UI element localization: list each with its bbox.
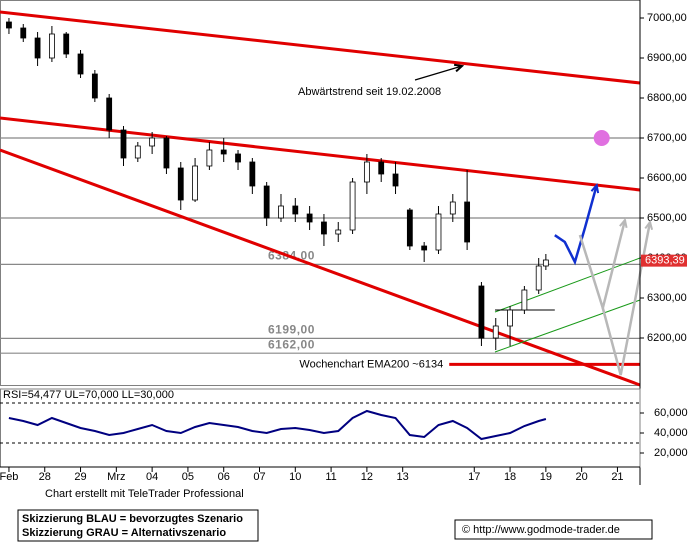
x-tick-label: 13 (397, 471, 409, 483)
candle-body (421, 245, 428, 251)
x-tick-label: Feb (0, 471, 18, 483)
last-price-label: 6393,39 (645, 255, 685, 267)
rsi-title: RSI=54,477 UL=70,000 LL=30,000 (3, 389, 174, 401)
annotation-arrow-line (414, 65, 463, 81)
x-tick-label: 28 (39, 471, 51, 483)
candle-body (220, 149, 227, 155)
scenario-arrow (619, 217, 628, 229)
x-tick-label: 29 (74, 471, 86, 483)
annotation-arrow-head (453, 63, 465, 73)
legend-box (17, 509, 259, 542)
candle-body (6, 21, 12, 29)
copyright: © http://www.godmode-trader.de (462, 524, 620, 536)
candle-body (163, 137, 170, 169)
candle-body (149, 137, 156, 147)
level-label: 6199,00 (268, 323, 315, 337)
x-tick-label: 17 (468, 471, 480, 483)
candle-body (507, 309, 513, 327)
candle-body (478, 285, 485, 339)
candle-body (134, 145, 141, 159)
candle-body (535, 265, 542, 291)
x-tick-label: 19 (540, 471, 552, 483)
candle-body (235, 153, 241, 163)
trend-line (494, 257, 641, 313)
ema-label: Wochenchart EMA200 ~6134 (299, 358, 443, 370)
x-tick-label: 04 (146, 471, 158, 483)
trend-line (0, 10, 641, 85)
candle-body (20, 27, 27, 39)
x-tick-label: 10 (289, 471, 301, 483)
candle-body (192, 165, 198, 201)
x-tick-label: 18 (504, 471, 516, 483)
scenario-arrow (590, 182, 600, 194)
candle-body (321, 221, 327, 235)
candle-body (449, 201, 456, 215)
y-tick-label: 40,000 (654, 427, 688, 439)
y-tick-label: 6500,00 (647, 212, 687, 224)
y-tick-label: 20,000 (654, 447, 688, 459)
candle-body (464, 201, 471, 243)
x-tick-label: 20 (576, 471, 588, 483)
candle-body (120, 129, 127, 159)
candle-body (335, 229, 342, 235)
candle-body (306, 213, 313, 223)
x-tick-label: Mrz (107, 471, 125, 483)
trend-line (494, 299, 641, 353)
x-tick-label: 05 (182, 471, 194, 483)
rsi-line (8, 409, 547, 441)
legend-blue: Skizzierung BLAU = bevorzugtes Szenario (22, 513, 243, 525)
x-tick-label: 21 (611, 471, 623, 483)
annotation: Abwärtstrend seit 19.02.2008 (298, 86, 441, 98)
candle-body (63, 33, 70, 55)
y-tick-label: 6300,00 (647, 292, 687, 304)
candle-body (542, 259, 549, 267)
y-tick-label: 7000,00 (647, 12, 687, 24)
last-price-box (641, 254, 687, 267)
candle-body (49, 33, 55, 59)
copyright-box (454, 519, 653, 540)
candle-body (435, 213, 442, 251)
trend-line (0, 148, 641, 387)
target-point (593, 130, 610, 146)
candle-body (177, 167, 184, 201)
x-tick-label: 11 (325, 471, 336, 483)
y-tick-label: 6900,00 (647, 52, 687, 64)
y-tick-label: 6200,00 (647, 332, 687, 344)
candle-body (106, 97, 113, 131)
legend-grey: Skizzierung GRAU = Alternativszenario (22, 527, 226, 539)
x-tick-label: 07 (253, 471, 265, 483)
y-tick-label: 6600,00 (647, 172, 687, 184)
scenario-arrow (644, 219, 654, 230)
y-tick-label: 6700,00 (647, 132, 687, 144)
candle-body (392, 173, 399, 187)
candle-body (91, 73, 98, 99)
candle-body (406, 209, 413, 247)
candle-body (363, 161, 370, 183)
credit: Chart erstellt mit TeleTrader Profession… (45, 488, 244, 500)
candle-body (521, 289, 528, 311)
y-tick-label: 60,000 (654, 407, 688, 419)
candle-body (349, 181, 356, 231)
candle-body (492, 325, 499, 339)
scenario-path (554, 184, 598, 266)
candle-body (263, 185, 270, 219)
x-tick-label: 12 (361, 471, 373, 483)
candle-body (77, 53, 84, 75)
candle-body (34, 37, 41, 59)
candle-body (378, 161, 385, 175)
candle-body (206, 149, 213, 167)
level-label: 6162,00 (268, 337, 315, 351)
x-tick-label: 06 (218, 471, 230, 483)
y-tick-label: 6800,00 (647, 92, 687, 104)
candle-body (249, 161, 256, 187)
candle-body (278, 205, 284, 219)
candle-body (292, 205, 299, 215)
